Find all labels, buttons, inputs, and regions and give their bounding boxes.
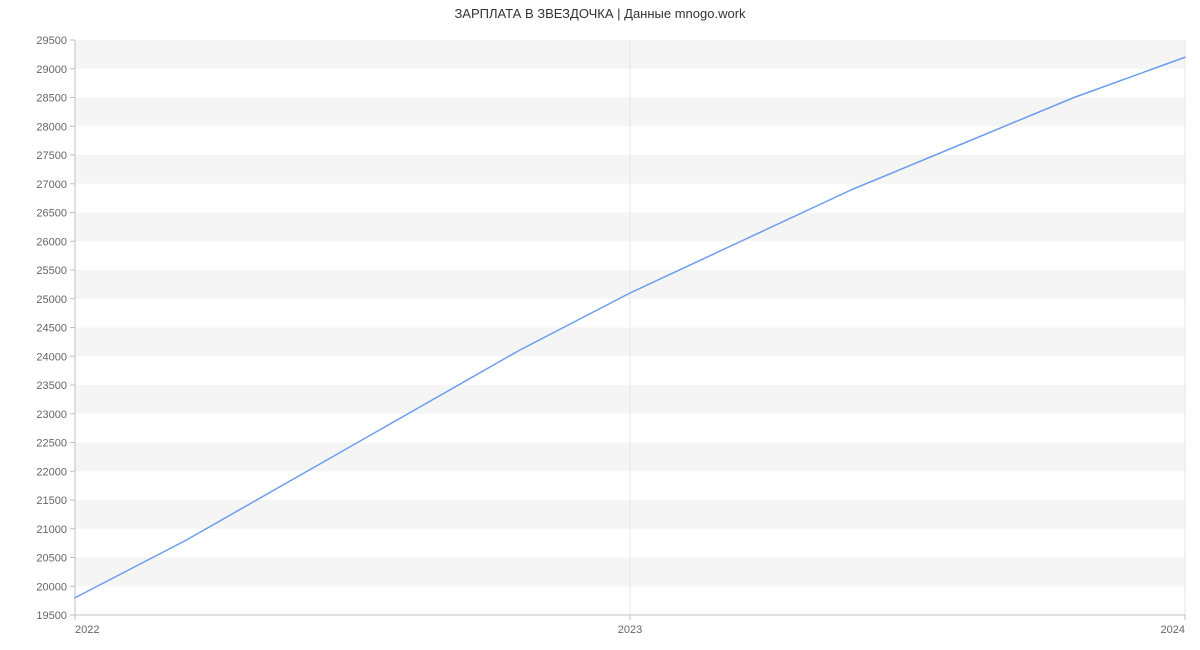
y-tick-label: 22000 [36, 466, 67, 478]
y-tick-label: 24500 [36, 323, 67, 335]
x-tick-label: 2024 [1161, 624, 1185, 636]
y-tick-label: 29000 [36, 64, 67, 76]
y-tick-label: 26500 [36, 208, 67, 220]
y-tick-label: 23500 [36, 380, 67, 392]
y-tick-label: 26000 [36, 236, 67, 248]
y-tick-label: 23000 [36, 409, 67, 421]
y-tick-label: 29500 [36, 35, 67, 47]
y-tick-label: 21500 [36, 495, 67, 507]
y-tick-label: 27000 [36, 179, 67, 191]
y-tick-label: 28000 [36, 121, 67, 133]
chart-svg: 19500 20000 20500 21000 21500 22000 22500 23000… [0, 0, 1200, 650]
y-tick-label: 25500 [36, 265, 67, 277]
y-tick-label: 27500 [36, 150, 67, 162]
x-tick-label: 2023 [618, 624, 642, 636]
y-tick-label: 20000 [36, 581, 67, 593]
y-tick-label: 28500 [36, 93, 67, 105]
y-tick-label: 22500 [36, 438, 67, 450]
y-tick-label: 21000 [36, 524, 67, 536]
y-tick-label: 24000 [36, 351, 67, 363]
chart-title: ЗАРПЛАТА В ЗВЕЗДОЧКА | Данные mnogo.work [0, 6, 1200, 21]
y-tick-label: 19500 [36, 610, 67, 622]
y-tick-label: 20500 [36, 553, 67, 565]
salary-line-chart: ЗАРПЛАТА В ЗВЕЗДОЧКА | Данные mnogo.work… [0, 0, 1200, 650]
y-tick-label: 25000 [36, 294, 67, 306]
x-tick-label: 2022 [75, 624, 99, 636]
